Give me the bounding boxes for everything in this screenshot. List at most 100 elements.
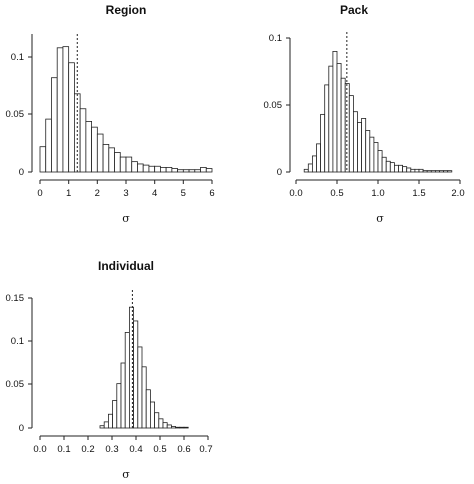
x-axis-label-pack: σ [376, 212, 384, 225]
histogram-bar-region [51, 77, 58, 173]
histogram-bar-pack [361, 118, 367, 173]
histogram-bar-pack [316, 143, 321, 173]
y-tick-label: 0 [19, 167, 24, 178]
y-tick-label: 0.1 [11, 52, 24, 63]
histogram-bar-individual [175, 426, 181, 429]
bars-region [39, 46, 213, 173]
histogram-bar-pack [439, 170, 444, 173]
histogram-bar-region [56, 47, 64, 173]
histogram-bar-region [131, 161, 138, 173]
histogram-bar-region [182, 169, 190, 173]
histogram-bar-pack [307, 163, 313, 173]
histogram-bar-region [45, 118, 52, 173]
x-ticks-pack: 0.0 0.5 1.0 1.5 2.0 [289, 180, 465, 199]
y-tick-label: 0.1 [11, 336, 24, 347]
histogram-bar-individual [145, 389, 151, 429]
histogram-bar-region [74, 93, 81, 173]
y-ticks-individual: 0 0.05 0.1 0.15 [6, 293, 32, 434]
y-tick-label: 0.15 [6, 293, 25, 304]
histogram-bar-region [165, 166, 173, 173]
x-tick-label: 0.5 [153, 444, 166, 455]
x-tick-label: 5 [181, 188, 186, 199]
panel-region: Region 0 0.05 0.1 0 1 2 3 4 5 6 [6, 3, 215, 225]
histogram-bar-pack [324, 84, 330, 173]
histogram-bar-region [119, 156, 127, 173]
x-tick-label: 0.3 [105, 444, 118, 455]
histogram-bar-region [91, 126, 98, 173]
x-tick-label: 4 [152, 188, 157, 199]
histogram-bar-pack [381, 156, 387, 173]
histogram-bar-pack [402, 166, 408, 173]
x-tick-label: 6 [209, 188, 214, 199]
histogram-bar-pack [311, 155, 317, 173]
x-tick-label: 0.7 [199, 444, 212, 455]
panel-title-pack: Pack [340, 3, 368, 17]
histogram-bar-pack [393, 164, 399, 173]
histogram-bar-individual [162, 422, 168, 429]
histogram-bar-region [96, 133, 104, 173]
histogram-bar-region [205, 168, 213, 173]
histogram-bar-individual [154, 412, 160, 429]
x-tick-label: 3 [123, 188, 128, 199]
histogram-bar-individual [179, 426, 185, 429]
histogram-bar-pack [418, 168, 424, 173]
histogram-bar-pack [328, 65, 334, 173]
panel-title-individual: Individual [98, 259, 154, 273]
histogram-bar-pack [336, 63, 342, 173]
histogram-bar-individual [120, 362, 126, 429]
histogram-bar-region [108, 147, 115, 173]
histogram-bar-pack [443, 170, 449, 173]
histogram-bar-region [125, 156, 133, 173]
y-ticks-region: 0 0.05 0.1 [6, 52, 32, 178]
x-tick-label: 0.4 [129, 444, 142, 455]
bars-pack [303, 51, 453, 173]
x-tick-label: 0.6 [177, 444, 190, 455]
histogram-bar-region [142, 164, 150, 173]
histogram-bar-pack [426, 170, 432, 173]
histogram-bar-region [194, 169, 201, 173]
histogram-bar-individual [116, 383, 122, 429]
y-ticks-pack: 0 0.05 0.1 [264, 33, 290, 178]
histogram-bar-individual [141, 366, 147, 429]
panel-title-region: Region [106, 3, 147, 17]
y-tick-label: 0 [19, 423, 24, 434]
histogram-bar-individual [108, 413, 114, 429]
histogram-bar-pack [303, 168, 309, 173]
x-axis-label-region: σ [122, 212, 130, 225]
histogram-bar-region [85, 121, 93, 173]
x-tick-label: 1 [66, 188, 71, 199]
histogram-bar-pack [340, 77, 346, 173]
histogram-bar-pack [385, 160, 391, 173]
histogram-bar-pack [410, 168, 416, 173]
bars-individual [99, 306, 189, 429]
x-tick-label: 0.0 [289, 188, 302, 199]
x-axis-label-individual: σ [122, 468, 130, 481]
histogram-bar-pack [447, 170, 453, 173]
histogram-bar-region [68, 62, 75, 173]
histogram-bar-pack [348, 95, 354, 173]
histogram-bar-pack [352, 111, 358, 173]
histogram-bar-region [171, 168, 178, 173]
y-tick-label: 0.05 [6, 109, 25, 120]
x-tick-label: 2 [95, 188, 100, 199]
histogram-bar-pack [430, 170, 436, 173]
histogram-bar-individual [158, 418, 164, 429]
histogram-bar-individual [112, 400, 118, 429]
histogram-bar-individual [133, 320, 139, 429]
y-tick-label: 0 [277, 167, 282, 178]
histogram-bar-individual [183, 426, 189, 429]
histogram-bar-region [137, 163, 144, 173]
histogram-bar-region [159, 166, 167, 173]
histogram-bar-individual [103, 421, 109, 429]
histogram-bar-individual [124, 332, 130, 429]
histogram-bar-individual [149, 401, 155, 429]
x-tick-label: 0.1 [57, 444, 70, 455]
histogram-bar-pack [422, 170, 428, 173]
histogram-bar-pack [369, 136, 375, 173]
panel-pack: Pack 0 0.05 0.1 0.0 0.5 1.0 1.5 2.0 σ [264, 3, 465, 225]
histogram-bar-pack [434, 170, 440, 173]
histogram-bar-pack [414, 168, 420, 173]
histogram-bar-region [62, 46, 70, 173]
histogram-bar-pack [357, 122, 362, 173]
x-tick-label: 1.0 [371, 188, 384, 199]
